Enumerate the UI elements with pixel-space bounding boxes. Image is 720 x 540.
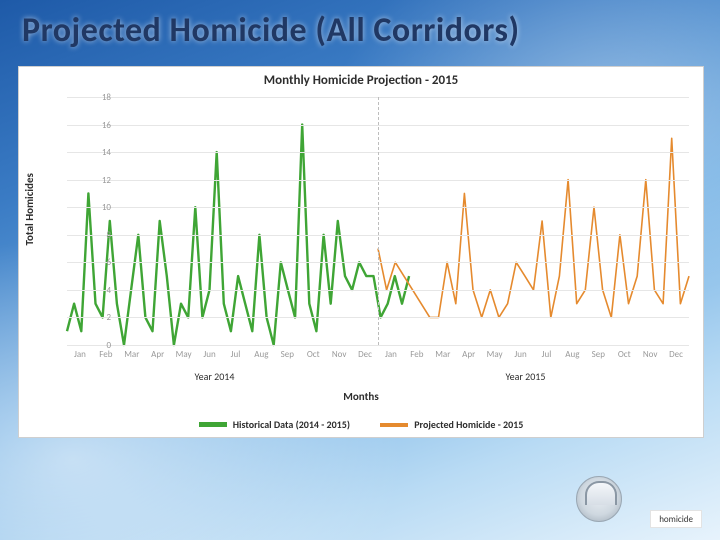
x-tick-label: Dec <box>358 349 372 360</box>
y-tick-label: 4 <box>91 285 111 296</box>
x-tick-label: Feb <box>99 349 112 360</box>
x-tick-label: Aug <box>254 349 268 360</box>
x-tick-label: Sep <box>592 349 605 360</box>
y-tick-label: 12 <box>91 175 111 186</box>
x-tick-label: Sep <box>281 349 294 360</box>
x-tick-label: May <box>487 349 503 360</box>
x-axis-label: Months <box>19 390 703 403</box>
chart-card: Monthly Homicide Projection - 2015 Total… <box>18 66 704 438</box>
x-tick-label: Feb <box>410 349 423 360</box>
slide-background: Projected Homicide (All Corridors) Month… <box>0 0 720 540</box>
y-tick-label: 14 <box>91 147 111 158</box>
x-tick-label: Mar <box>435 349 450 360</box>
x-tick-label: Apr <box>462 349 475 360</box>
y-tick-label: 6 <box>91 257 111 268</box>
x-tick-label: Jul <box>231 349 241 360</box>
x-tick-label: Oct <box>307 349 320 360</box>
x-tick-label: Jun <box>514 349 526 360</box>
year-divider <box>378 97 379 345</box>
legend-item-historical: Historical Data (2014 - 2015) <box>199 418 350 431</box>
y-tick-label: 2 <box>91 312 111 323</box>
y-tick-label: 8 <box>91 230 111 241</box>
legend-swatch-historical <box>199 422 227 427</box>
x-tick-label: Jun <box>203 349 215 360</box>
footer-ribbon: homicide <box>552 476 702 528</box>
chart-legend: Historical Data (2014 - 2015) Projected … <box>19 417 703 432</box>
legend-item-projected: Projected Homicide - 2015 <box>380 418 523 431</box>
x-tick-label: Dec <box>669 349 683 360</box>
y-tick-label: 18 <box>91 92 111 103</box>
chart-title: Monthly Homicide Projection - 2015 <box>19 73 703 88</box>
chart-plot-area: 024681012141618JanFebMarAprMayJunJulAugS… <box>67 97 689 345</box>
footer-ribbon-label: homicide <box>650 510 702 528</box>
slide-title: Projected Homicide (All Corridors) <box>22 10 520 51</box>
legend-label-projected: Projected Homicide - 2015 <box>414 418 523 431</box>
x-tick-label: Jan <box>385 349 397 360</box>
legend-swatch-projected <box>380 423 408 427</box>
y-axis-label: Total Homicides <box>23 173 36 245</box>
x-tick-label: Oct <box>618 349 631 360</box>
year-group-label: Year 2014 <box>195 370 235 383</box>
x-tick-label: Apr <box>151 349 164 360</box>
x-tick-label: May <box>176 349 192 360</box>
x-tick-label: Mar <box>124 349 139 360</box>
legend-label-historical: Historical Data (2014 - 2015) <box>233 418 350 431</box>
x-tick-label: Nov <box>332 349 347 360</box>
x-tick-label: Jan <box>74 349 86 360</box>
x-tick-label: Nov <box>643 349 658 360</box>
police-badge-icon <box>576 476 622 522</box>
y-tick-label: 10 <box>91 202 111 213</box>
x-tick-label: Aug <box>565 349 579 360</box>
gridline <box>67 345 689 346</box>
y-tick-label: 16 <box>91 120 111 131</box>
year-group-label: Year 2015 <box>506 370 546 383</box>
x-tick-label: Jul <box>542 349 552 360</box>
